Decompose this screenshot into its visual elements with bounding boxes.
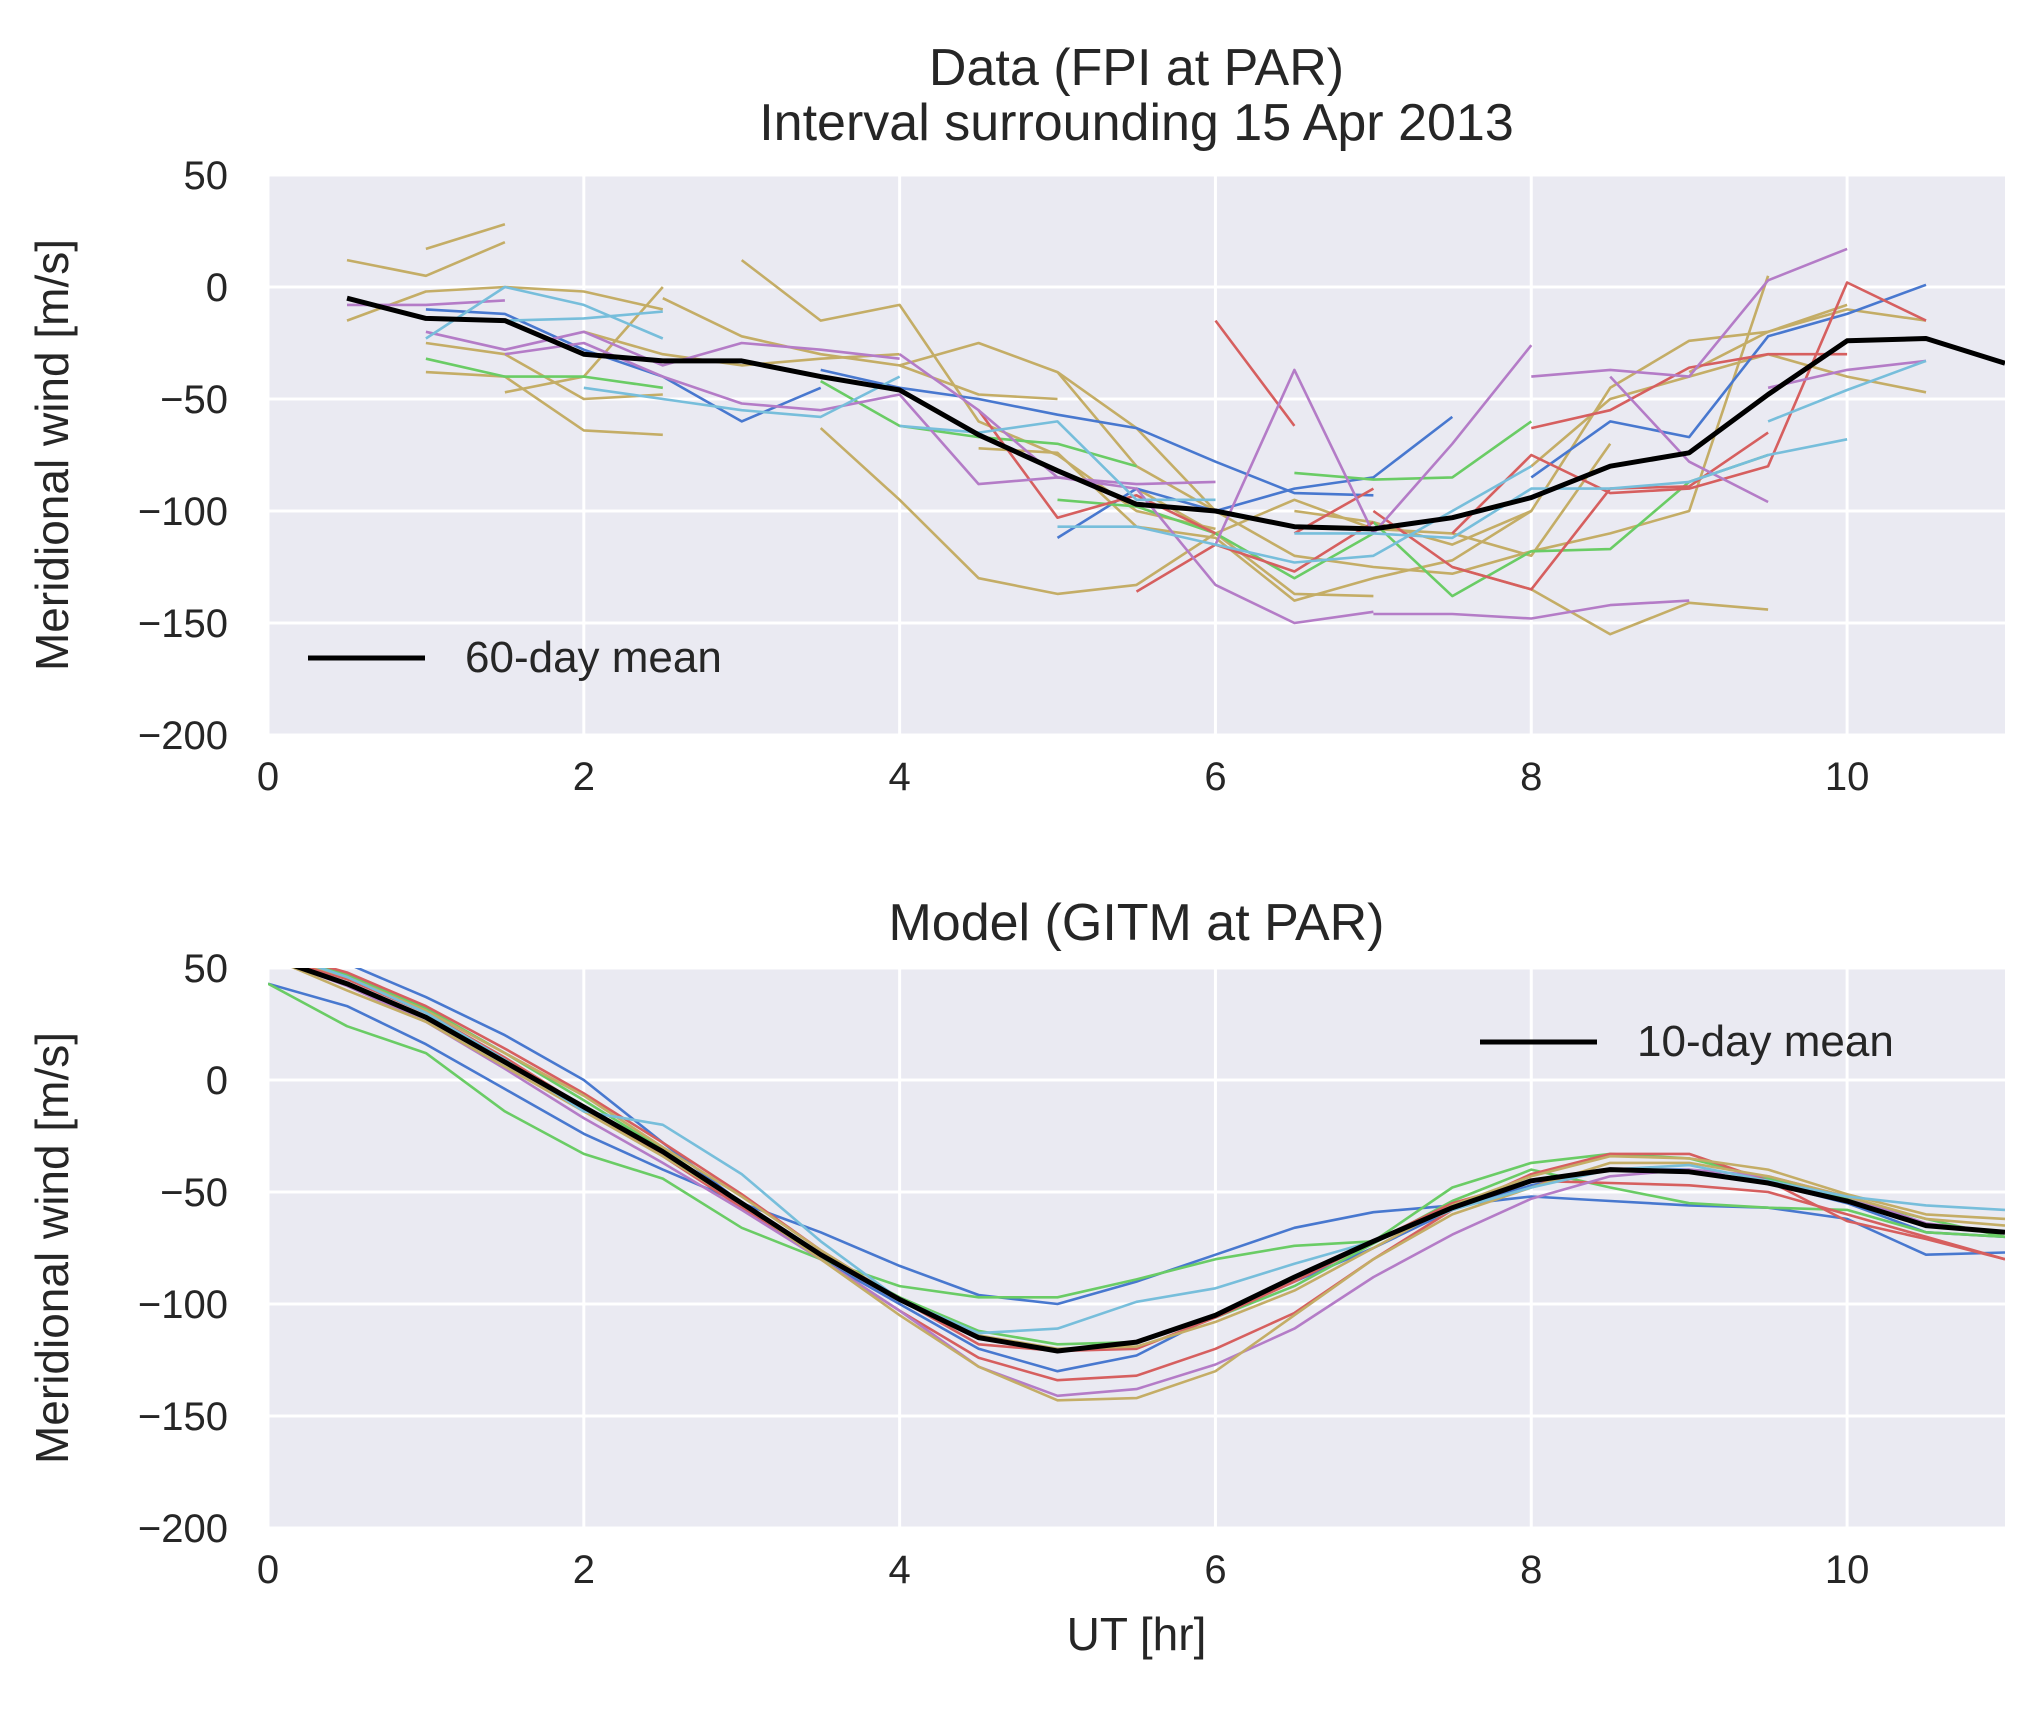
panel-2: 0 2 4 6 8 10 50 0 −50 −100 −150 −200 Model (GITM at … <box>26 894 2005 1660</box>
chart-title: Data (FPI at PAR) <box>929 39 1344 97</box>
series-line <box>1531 352 1848 430</box>
y-tick-label: −150 <box>138 602 228 646</box>
y-tick-label: −50 <box>160 1171 228 1215</box>
mean-line <box>293 968 2005 1354</box>
legend-label: 10-day mean <box>1637 1017 1894 1066</box>
x-tick-label: 0 <box>257 755 279 799</box>
x-tick-label: 10 <box>1825 1548 1870 1592</box>
series-line <box>268 982 2005 1306</box>
series-line <box>425 308 822 423</box>
y-tick-label: 0 <box>206 266 228 310</box>
x-tick-label: 8 <box>1520 755 1542 799</box>
series-line <box>1531 247 1848 378</box>
x-tick-label: 6 <box>1204 755 1226 799</box>
series-line <box>1056 275 1770 575</box>
series-line <box>819 427 1374 598</box>
series-line <box>820 368 1374 497</box>
series-line <box>1688 308 1927 374</box>
y-tick-label: 50 <box>184 154 229 198</box>
y-axis-label: Meridional wind [m/s] <box>26 1032 78 1464</box>
x-tick-label: 4 <box>889 1548 911 1592</box>
series-line <box>1530 352 1927 468</box>
x-tick-label: 10 <box>1825 755 1870 799</box>
series-line <box>1767 359 1927 423</box>
chart-title: Model (GITM at PAR) <box>888 894 1384 952</box>
y-tick-label: −200 <box>138 714 228 758</box>
series-line <box>977 409 1217 535</box>
series-line <box>1609 375 1769 504</box>
x-tick-label: 2 <box>573 755 595 799</box>
series-line <box>1373 599 1690 620</box>
series-line <box>898 353 1374 625</box>
x-tick-label: 8 <box>1520 1548 1542 1592</box>
y-tick-label: 0 <box>206 1059 228 1103</box>
y-tick-label: −50 <box>160 378 228 422</box>
plot-area <box>268 175 2005 735</box>
series-line <box>1135 521 1375 593</box>
series-line <box>425 370 663 437</box>
series-line <box>978 447 1532 602</box>
x-axis-label: UT [hr] <box>1067 1608 1207 1660</box>
chart-subtitle: Interval surrounding 15 Apr 2013 <box>759 94 1514 152</box>
series-line <box>346 241 506 278</box>
y-axis-label: Meridional wind [m/s] <box>26 239 78 671</box>
series-line <box>313 968 2005 1351</box>
series-line <box>1214 319 1296 427</box>
y-tick-label: −100 <box>138 490 228 534</box>
series-line <box>1451 281 1927 535</box>
x-tick-label: 6 <box>1204 1548 1226 1592</box>
series-line <box>291 968 2005 1402</box>
series-line <box>294 968 2005 1398</box>
x-tick-label: 4 <box>889 755 911 799</box>
y-tick-label: −200 <box>138 1507 228 1551</box>
plot-area <box>268 968 2005 1528</box>
series-line <box>740 259 1216 531</box>
series-group <box>268 968 2005 1402</box>
series-line <box>899 420 1216 502</box>
series-line <box>662 297 1058 401</box>
series-line <box>1057 465 1532 564</box>
legend-label: 60-day mean <box>465 633 722 682</box>
x-tick-label: 0 <box>257 1548 279 1592</box>
mean-line <box>346 295 2005 532</box>
series-line <box>1767 359 1927 390</box>
series-group <box>346 223 2005 636</box>
y-tick-label: −100 <box>138 1283 228 1327</box>
series-line <box>326 968 2005 1353</box>
series-line <box>425 285 664 340</box>
panel-1: 0 2 4 6 8 10 50 0 −50 −100 −150 −200 Data (FPI at PA… <box>26 39 2005 799</box>
series-line <box>504 310 663 322</box>
series-line <box>1530 283 1927 479</box>
legend: 10-day mean <box>1480 1017 1894 1066</box>
series-line <box>1294 438 1848 540</box>
series-line <box>425 223 506 251</box>
legend: 60-day mean <box>308 633 722 682</box>
y-tick-label: −150 <box>138 1395 228 1439</box>
x-tick-label: 2 <box>573 1548 595 1592</box>
series-line <box>268 982 2005 1299</box>
y-tick-label: 50 <box>184 947 229 991</box>
series-line <box>583 375 901 419</box>
series-line <box>425 357 663 390</box>
series-line <box>1294 420 1533 481</box>
series-line <box>425 330 900 367</box>
